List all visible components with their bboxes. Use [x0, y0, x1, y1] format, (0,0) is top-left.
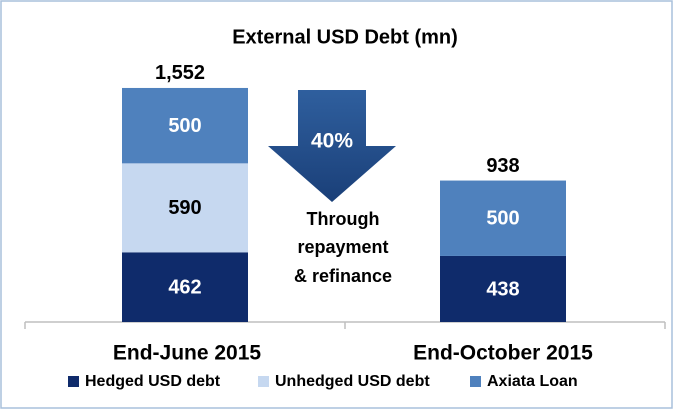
data-label: 590	[168, 197, 201, 219]
legend-label: Axiata Loan	[487, 373, 578, 390]
bar-segment	[122, 87, 248, 164]
total-label: 1,552	[155, 62, 205, 84]
annotation-line: & refinance	[294, 266, 392, 286]
legend-swatch	[470, 376, 481, 387]
legend-swatch	[258, 376, 269, 387]
bar-segment	[122, 163, 248, 253]
chart-title: External USD Debt (mn)	[232, 26, 458, 48]
arrow-label: 40%	[311, 130, 353, 153]
legend-label: Hedged USD debt	[85, 373, 221, 390]
reduction-arrow	[268, 90, 396, 202]
data-label: 462	[168, 276, 201, 298]
bar-segment	[440, 255, 566, 322]
annotation-line: Through	[307, 209, 380, 229]
x-tick-label: End-June 2015	[113, 342, 262, 365]
data-label: 438	[486, 278, 519, 300]
data-label: 500	[486, 208, 519, 230]
x-tick-label: End-October 2015	[413, 342, 593, 365]
total-label: 938	[486, 155, 519, 177]
bar-segment	[440, 180, 566, 256]
data-label: 500	[168, 115, 201, 137]
annotation-line: repayment	[297, 237, 388, 257]
legend-label: Unhedged USD debt	[275, 373, 430, 390]
bar-segment	[122, 252, 248, 322]
legend-swatch	[68, 376, 79, 387]
